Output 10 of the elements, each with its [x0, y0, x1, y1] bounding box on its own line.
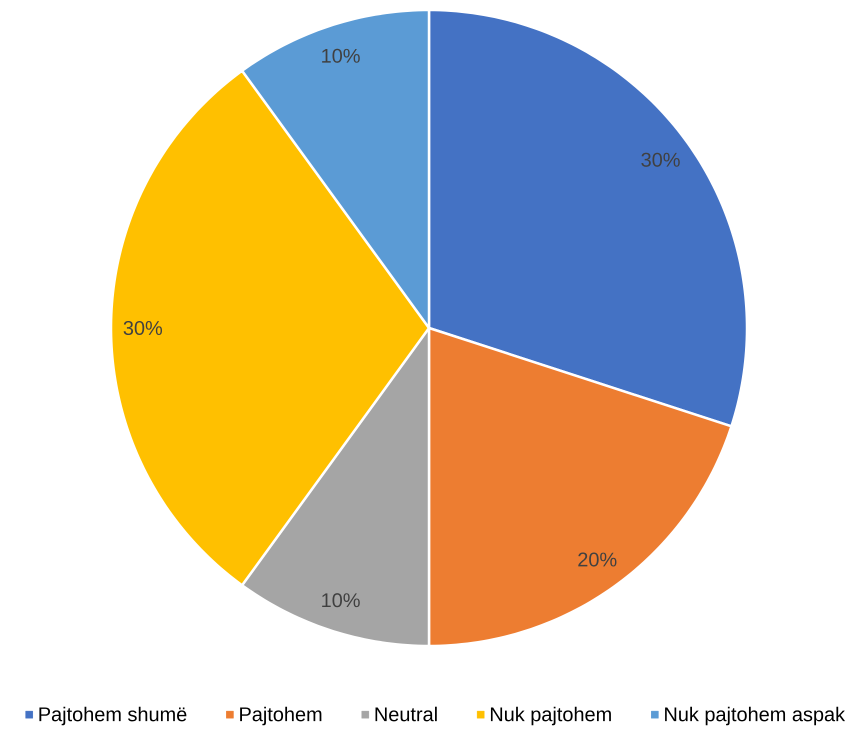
legend-label: Pajtohem: [240, 706, 322, 726]
data-label: 10%: [322, 48, 360, 63]
data-label: 20%: [578, 552, 616, 567]
legend-label: Pajtohem shumë: [39, 706, 186, 726]
data-label: 30%: [641, 152, 680, 167]
legend-label: Nuk pajtohem aspak: [665, 706, 846, 726]
legend-label: Neutral: [376, 706, 437, 722]
legend-label: Nuk pajtohem: [490, 706, 611, 726]
data-label: 10%: [322, 593, 360, 608]
data-label: 30%: [124, 320, 162, 336]
